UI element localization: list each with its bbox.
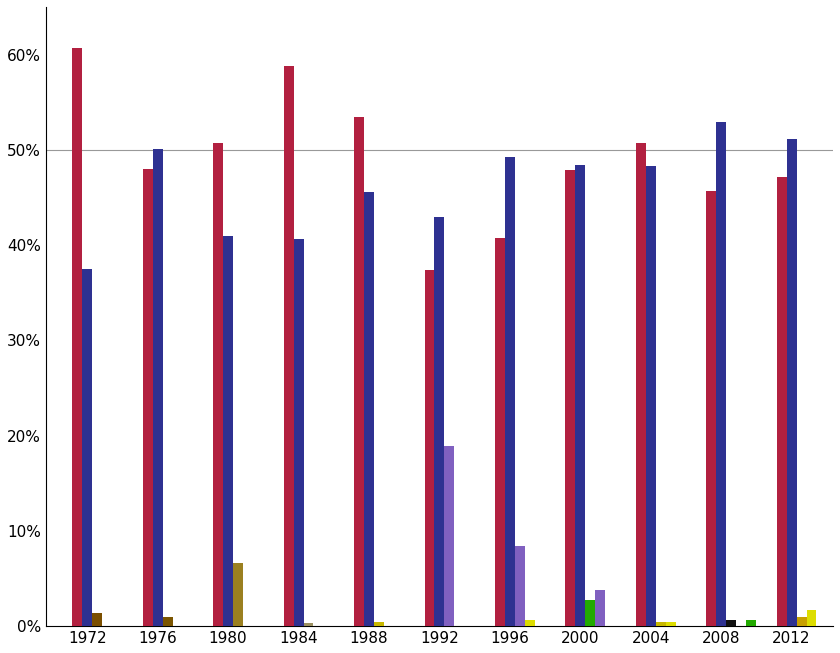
Bar bbox=[806, 610, 816, 626]
Bar bbox=[726, 620, 736, 626]
Bar bbox=[143, 169, 153, 626]
Bar bbox=[444, 446, 454, 626]
Bar bbox=[82, 269, 92, 626]
Bar bbox=[525, 620, 535, 626]
Bar bbox=[424, 270, 434, 626]
Bar bbox=[303, 624, 313, 626]
Bar bbox=[72, 48, 82, 626]
Bar bbox=[223, 236, 233, 626]
Bar bbox=[656, 622, 665, 626]
Bar bbox=[565, 170, 575, 626]
Bar bbox=[515, 546, 525, 626]
Bar bbox=[585, 601, 596, 626]
Bar bbox=[665, 622, 675, 626]
Bar bbox=[153, 149, 163, 626]
Bar bbox=[575, 165, 585, 626]
Bar bbox=[786, 139, 796, 626]
Bar bbox=[294, 240, 303, 626]
Bar bbox=[505, 157, 515, 626]
Bar bbox=[92, 613, 102, 626]
Bar bbox=[233, 564, 243, 626]
Bar bbox=[717, 122, 726, 626]
Bar bbox=[636, 143, 646, 626]
Bar bbox=[646, 166, 656, 626]
Bar bbox=[374, 622, 384, 626]
Bar bbox=[434, 217, 444, 626]
Bar bbox=[284, 66, 294, 626]
Bar bbox=[495, 238, 505, 626]
Bar bbox=[596, 590, 605, 626]
Bar bbox=[163, 616, 172, 626]
Bar bbox=[213, 143, 223, 626]
Bar bbox=[746, 620, 756, 626]
Bar bbox=[364, 192, 374, 626]
Bar bbox=[796, 616, 806, 626]
Bar bbox=[354, 118, 364, 626]
Bar bbox=[777, 176, 786, 626]
Bar bbox=[706, 191, 717, 626]
